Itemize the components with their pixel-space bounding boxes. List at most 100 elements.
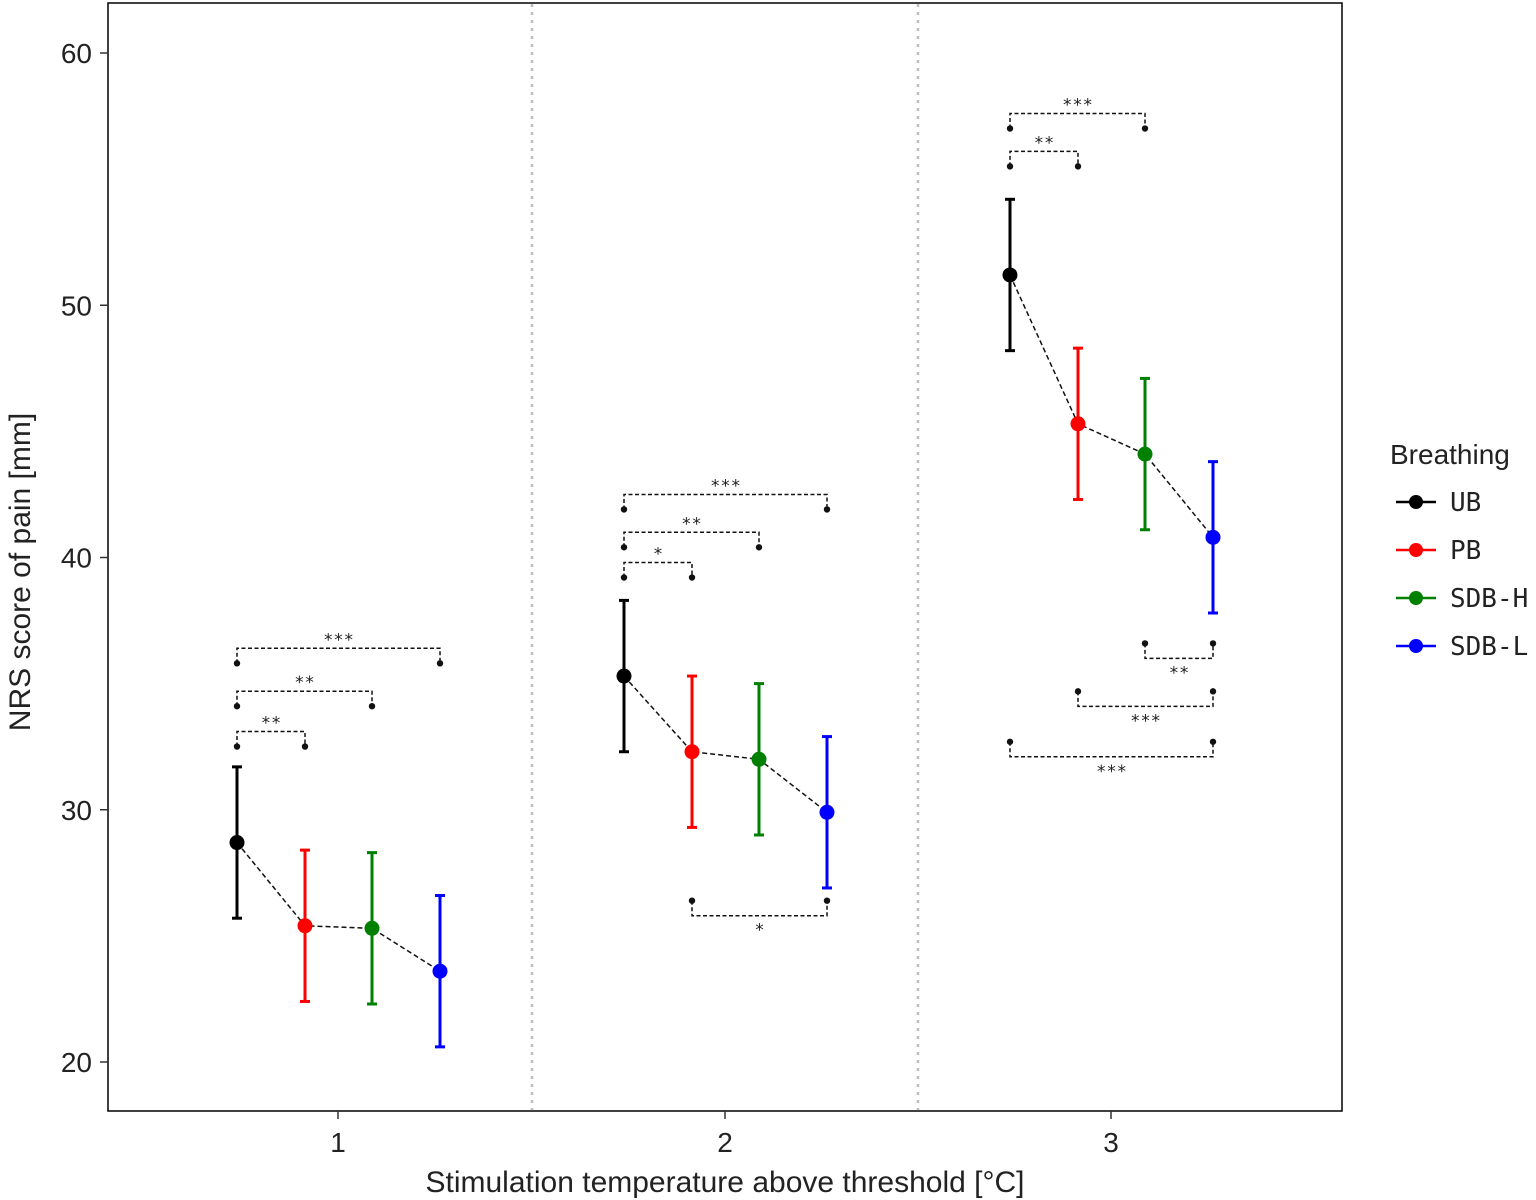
bracket-end-dot [755, 544, 763, 551]
bracket-end-dot [1074, 163, 1082, 170]
legend-marker-sdb-l [1409, 639, 1423, 653]
bracket-end-dot [1141, 125, 1149, 132]
significance-label: ** [294, 673, 314, 693]
bracket-end-dot [1209, 688, 1217, 695]
significance-label: *** [710, 476, 741, 496]
bracket-end-dot [1006, 738, 1014, 745]
bracket-end-dot [301, 743, 309, 750]
bracket-end-dot [233, 660, 241, 667]
significance-bracket: *** [620, 476, 831, 513]
bracket-end-dot [823, 506, 831, 513]
legend-item-sdb-l: SDB-L [1396, 632, 1528, 662]
bracket-line [1009, 741, 1214, 758]
legend-item-ub: UB [1396, 488, 1481, 518]
bracket-line [691, 900, 828, 917]
y-tick-label: 30 [61, 795, 92, 826]
legend: Breathing UB PB SDB-H SDB-L [1390, 439, 1528, 662]
significance-label: ** [1169, 663, 1189, 683]
x-axis: 1 2 3 [330, 1111, 1119, 1158]
data-point-sdb-h [751, 751, 767, 767]
bracket-line [236, 690, 373, 707]
significance-bracket: *** [233, 630, 444, 667]
data-point-ub [1002, 267, 1018, 283]
bracket-end-dot [688, 897, 696, 904]
bracket-end-dot [1209, 738, 1217, 745]
plot-panel [107, 2, 1343, 1112]
data-points [229, 267, 1221, 979]
bracket-line [1144, 643, 1214, 660]
data-point-ub [616, 668, 632, 684]
bracket-end-dot [233, 702, 241, 710]
significance-bracket: *** [1006, 96, 1149, 132]
bracket-line [1077, 691, 1214, 708]
connector-line-group-3 [1009, 274, 1214, 538]
bracket-end-dot [1006, 163, 1014, 170]
significance-bracket: ** [620, 514, 763, 551]
bracket-end-dot [1141, 640, 1149, 647]
legend-items: UB PB SDB-H SDB-L [1396, 488, 1528, 662]
series-connectors [236, 274, 1214, 972]
legend-marker-ub [1409, 495, 1423, 509]
bracket-end-dot [620, 544, 628, 551]
data-point-sdb-l [1205, 529, 1221, 545]
significance-bracket: * [620, 545, 696, 581]
bracket-end-dot [620, 506, 628, 513]
group-separators [530, 4, 920, 1110]
legend-title: Breathing [1390, 439, 1510, 470]
legend-marker-sdb-h [1409, 591, 1423, 605]
significance-bracket: * [688, 897, 831, 941]
x-axis-title: Stimulation temperature above threshold … [426, 1166, 1025, 1199]
significance-label: *** [323, 630, 354, 650]
significance-label: * [653, 545, 663, 565]
significance-label: ** [1034, 133, 1054, 153]
bracket-line [1009, 112, 1146, 129]
significance-bracket: ** [1141, 640, 1217, 683]
data-point-ub [229, 835, 245, 851]
bracket-end-dot [1209, 640, 1217, 647]
x-tick-label: 3 [1103, 1127, 1119, 1158]
y-axis-title: NRS score of pain [mm] [4, 413, 37, 731]
bracket-end-dot [1006, 125, 1014, 132]
y-tick-label: 50 [61, 290, 92, 321]
significance-bracket: ** [1006, 133, 1082, 170]
significance-label: *** [1130, 711, 1161, 731]
y-tick-label: 60 [61, 38, 92, 69]
significance-bracket: *** [1006, 738, 1217, 782]
bracket-end-dot [688, 574, 696, 581]
y-tick-label: 40 [61, 543, 92, 574]
bracket-end-dot [233, 743, 241, 750]
data-point-pb [1070, 416, 1086, 432]
data-point-sdb-l [432, 963, 448, 979]
bracket-line [236, 730, 306, 747]
legend-label-sdb-l: SDB-L [1450, 632, 1528, 662]
bracket-end-dot [1074, 688, 1082, 695]
bracket-end-dot [368, 702, 376, 710]
x-tick-label: 1 [330, 1127, 346, 1158]
legend-label-sdb-h: SDB-H [1450, 584, 1528, 614]
y-axis: 20 30 40 50 60 [61, 38, 108, 1078]
significance-label: *** [1062, 96, 1093, 116]
bracket-end-dot [436, 660, 444, 667]
data-point-pb [297, 918, 313, 934]
significance-label: *** [1096, 762, 1127, 782]
legend-item-sdb-h: SDB-H [1396, 584, 1528, 614]
legend-marker-pb [1409, 543, 1423, 557]
bracket-line [623, 531, 760, 548]
significance-label: * [754, 921, 764, 941]
legend-item-pb: PB [1396, 536, 1481, 566]
data-point-sdb-h [364, 920, 380, 936]
significance-bracket: ** [233, 673, 376, 710]
bracket-line [623, 561, 693, 578]
data-point-sdb-l [819, 804, 835, 820]
x-tick-label: 2 [717, 1127, 733, 1158]
legend-label-pb: PB [1450, 536, 1481, 566]
significance-bracket: ** [233, 714, 309, 750]
bracket-end-dot [620, 574, 628, 581]
significance-bracket: *** [1074, 688, 1217, 731]
significance-brackets: *************************** [233, 96, 1217, 941]
y-tick-label: 20 [61, 1047, 92, 1078]
bracket-line [1009, 150, 1079, 167]
data-point-sdb-h [1137, 446, 1153, 462]
significance-label: ** [681, 514, 701, 534]
bracket-end-dot [823, 897, 831, 904]
